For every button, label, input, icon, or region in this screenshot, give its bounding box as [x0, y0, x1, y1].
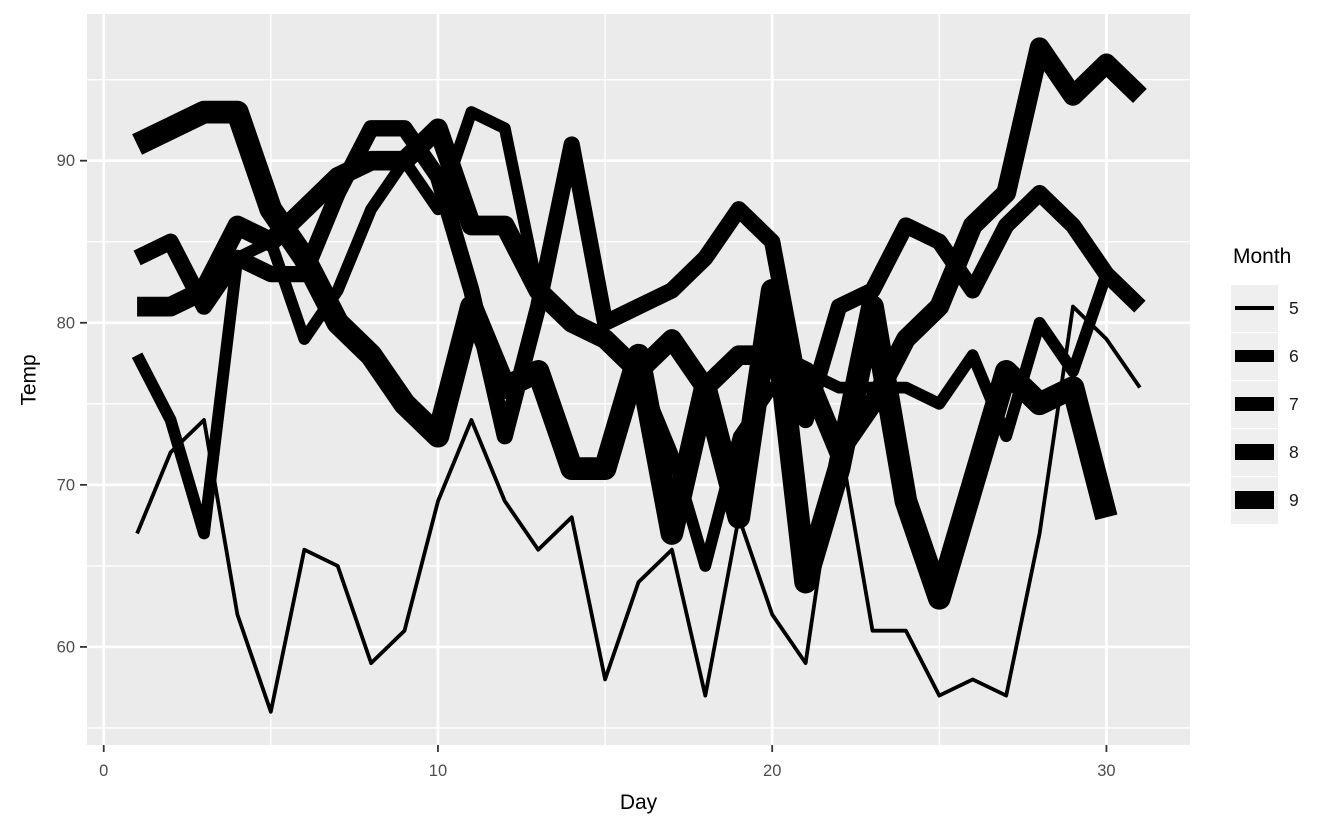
legend-key-box [1231, 476, 1278, 524]
legend-label: 5 [1289, 297, 1299, 318]
legend-line-swatch [1235, 306, 1274, 311]
x-axis-title: Day [619, 791, 658, 814]
legend-label: 8 [1289, 441, 1299, 462]
legend-line-swatch [1235, 350, 1274, 362]
y-tick-label: 90 [57, 152, 75, 170]
legend-key-box [1231, 332, 1278, 380]
legend-key-box [1231, 380, 1278, 428]
legend-entries: 5 6 7 8 9 [1231, 284, 1299, 524]
legend-line-swatch [1235, 490, 1274, 510]
legend-line-swatch [1235, 443, 1274, 461]
legend-entry-month-5: 5 [1231, 284, 1299, 332]
legend-entry-month-7: 7 [1231, 380, 1299, 428]
legend-label: 7 [1289, 393, 1299, 414]
legend-label: 6 [1289, 345, 1299, 366]
series-month-5[interactable] [135, 304, 1142, 714]
y-tick-label: 60 [57, 638, 75, 656]
x-tick-label: 20 [763, 762, 781, 780]
x-tick-label: 0 [99, 762, 108, 780]
legend-label: 9 [1289, 489, 1299, 510]
legend-entry-month-9: 9 [1231, 476, 1299, 524]
legend-entry-month-8: 8 [1231, 428, 1299, 476]
legend: Month 5 6 7 8 9 [1231, 244, 1299, 524]
legend-line-swatch [1235, 396, 1274, 412]
legend-entry-month-6: 6 [1231, 332, 1299, 380]
x-tick-label: 30 [1097, 762, 1115, 780]
y-axis-title: Temp [17, 354, 41, 406]
x-tick-label: 10 [429, 762, 447, 780]
legend-key-box [1231, 428, 1278, 476]
legend-title: Month [1233, 245, 1292, 268]
legend-key-box [1231, 284, 1278, 332]
y-tick-label: 70 [57, 476, 75, 494]
series-month-9[interactable] [132, 100, 1118, 610]
y-tick-label: 80 [57, 314, 75, 332]
